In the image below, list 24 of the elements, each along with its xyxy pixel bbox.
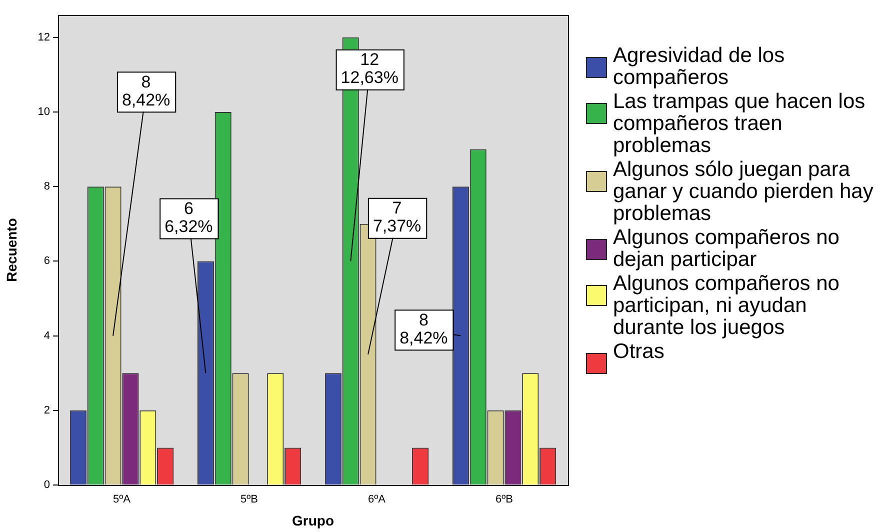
y-tick-label: 12 (38, 31, 50, 44)
y-tick-label: 4 (44, 330, 50, 342)
annotation: 8 8,42% (400, 310, 448, 348)
annotation: 6 6,32% (164, 198, 213, 236)
legend-label: Algunos sólo juegan para ganar y cuando pierden hay problemas (613, 158, 874, 225)
annotation: 12 12,63% (340, 50, 398, 88)
legend-label: Las trampas que hacen los compañeros traen problemas (613, 90, 866, 157)
x-tick-label: 5ºA (113, 494, 132, 506)
y-axis-title: Recuento (3, 218, 20, 282)
legend-label: Algunos compañeros no participan, ni ayudan durante los juegos (613, 272, 840, 339)
y-tick-label: 0 (44, 479, 50, 492)
annotation: 8 8,42% (122, 72, 170, 110)
y-tick-label: 6 (44, 255, 50, 268)
legend-label: Algunos compañeros no dejan participar (613, 226, 840, 271)
legend-label: Otras (613, 340, 664, 363)
x-tick-label: 6ºA (368, 494, 386, 506)
annotation: 7 7,37% (372, 198, 422, 236)
x-axis-title: Grupo (292, 512, 334, 528)
x-tick-label: 6ºB (496, 494, 513, 506)
legend-label: Agresividad de los compañeros (613, 44, 786, 89)
y-tick-label: 2 (44, 404, 50, 416)
y-tick-label: 8 (44, 180, 50, 193)
x-tick-label: 5ºB (240, 494, 258, 506)
y-tick-label: 10 (38, 106, 50, 118)
